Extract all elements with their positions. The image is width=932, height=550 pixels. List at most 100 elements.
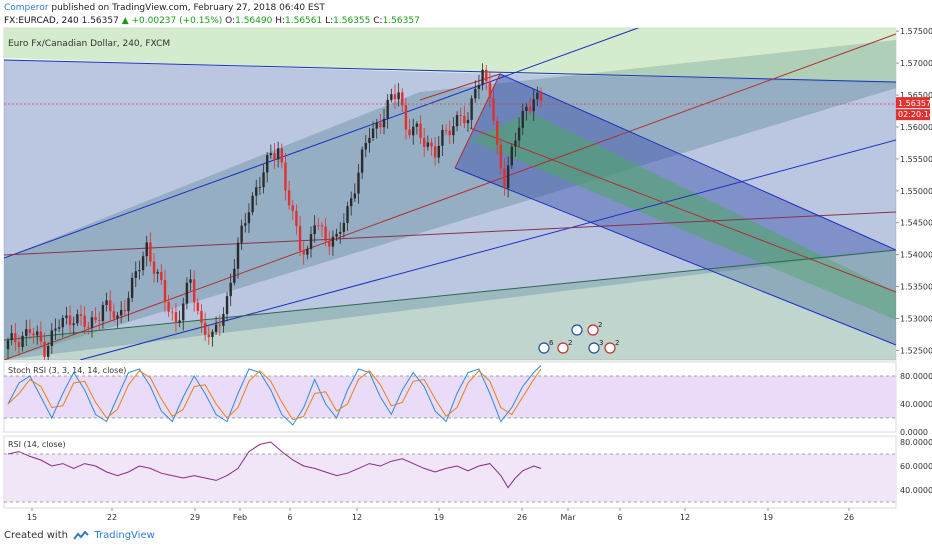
stoch-title: Stoch RSI (3, 3, 14, 14, close) — [8, 366, 126, 375]
candle-body — [313, 225, 316, 235]
candle-body — [21, 335, 24, 348]
candle-body — [382, 118, 386, 128]
candle-body — [437, 145, 440, 158]
candle-body — [273, 153, 276, 160]
candle-body — [291, 205, 294, 211]
drawings-layer — [4, 28, 896, 360]
candle-body — [98, 320, 101, 322]
candle-body — [43, 341, 46, 357]
candle-body — [346, 206, 349, 223]
candle-body — [488, 81, 492, 99]
candle-body — [50, 330, 54, 347]
candle-body — [364, 142, 367, 150]
candle-body — [536, 92, 539, 100]
price-tick-label: 1.55500 — [900, 155, 932, 164]
candle-body — [532, 99, 535, 112]
candle-body — [222, 314, 225, 326]
price-tick-label: 1.54500 — [900, 219, 932, 228]
pitchfork-green-zone — [470, 112, 896, 320]
low-label: L: — [325, 16, 334, 26]
candle-body — [317, 225, 320, 227]
pitchfork-median-line — [469, 127, 896, 293]
time-tick-label: 6 — [617, 513, 622, 522]
rsi-tick-label: 60.0000 — [900, 462, 932, 471]
time-tick-label: 26 — [517, 513, 527, 522]
candle-body — [72, 323, 75, 325]
candle-body — [521, 110, 524, 128]
pitchfork-anchor — [419, 73, 501, 169]
rsi-line — [7, 441, 542, 489]
candle-body — [485, 69, 488, 82]
candle-body — [276, 148, 280, 160]
author-link[interactable]: Comperor — [4, 3, 49, 13]
candle-body — [528, 106, 532, 112]
blue-channel-upper — [4, 60, 896, 360]
candle-body — [54, 328, 57, 331]
candle-body — [247, 212, 251, 224]
candle-body — [360, 149, 364, 173]
candle-body — [17, 342, 21, 348]
candle-body — [174, 312, 178, 323]
candle-body — [160, 271, 163, 281]
candle-body — [105, 300, 108, 305]
candle-body — [408, 129, 411, 136]
candle-body — [463, 115, 466, 124]
candle-body — [203, 322, 207, 335]
candle-body — [368, 137, 371, 143]
candle-body — [94, 317, 97, 321]
candle-body — [39, 331, 43, 342]
candle-body — [284, 162, 287, 191]
candle-body — [481, 69, 484, 85]
candle-body — [138, 270, 141, 272]
economic-event-icon: 2 — [587, 321, 602, 336]
candle-body — [474, 88, 477, 99]
candle-body — [192, 279, 196, 303]
candle-body — [214, 324, 218, 332]
close-label: C: — [373, 16, 383, 26]
time-tick-label: 19 — [763, 513, 773, 522]
event-count: 2 — [615, 339, 619, 347]
candle-body — [324, 226, 327, 241]
candle-body — [229, 282, 232, 297]
candle-body — [251, 195, 254, 213]
candle-body — [196, 302, 200, 311]
close-value: 1.56357 — [382, 16, 420, 26]
candle-body — [57, 327, 61, 329]
candle-body — [262, 172, 265, 188]
candle-body — [470, 98, 473, 120]
candle-body — [349, 198, 353, 207]
candle-body — [459, 114, 462, 116]
time-tick-label: 29 — [190, 513, 200, 522]
candle-body — [189, 279, 192, 283]
economic-event-icon: 6 — [538, 339, 554, 354]
lower-trend-line — [4, 249, 896, 341]
event-count: 6 — [549, 339, 554, 347]
candle-body — [265, 155, 269, 173]
candles-layer — [6, 63, 543, 360]
candle-body — [298, 226, 302, 251]
candle-body — [87, 326, 90, 328]
candle-body — [539, 92, 543, 101]
last-price-badge-label: 1.56357 — [898, 99, 931, 108]
candle-body — [25, 329, 28, 336]
tradingview-brand[interactable]: TradingView — [94, 530, 155, 541]
candle-body — [503, 168, 506, 188]
candle-body — [287, 190, 291, 206]
price-tick-label: 1.56500 — [900, 91, 932, 100]
economic-event-icon: 3 — [588, 339, 603, 354]
tradingview-logo-icon — [73, 530, 89, 540]
candle-body — [371, 128, 375, 138]
candle-body — [331, 236, 335, 247]
price-tick-label: 1.52500 — [900, 346, 932, 355]
candle-body — [14, 333, 17, 343]
ohlc-line: FX:EURCAD, 240 1.56357 ▲ +0.00237 (+0.15… — [4, 16, 420, 26]
candle-body — [401, 92, 404, 106]
time-tick-label: 12 — [352, 513, 362, 522]
price-tick-label: 1.53500 — [900, 283, 932, 292]
candle-body — [76, 314, 79, 324]
candle-body — [306, 248, 309, 255]
open-label: O: — [225, 16, 236, 26]
candle-body — [499, 144, 503, 169]
candle-body — [200, 310, 203, 323]
